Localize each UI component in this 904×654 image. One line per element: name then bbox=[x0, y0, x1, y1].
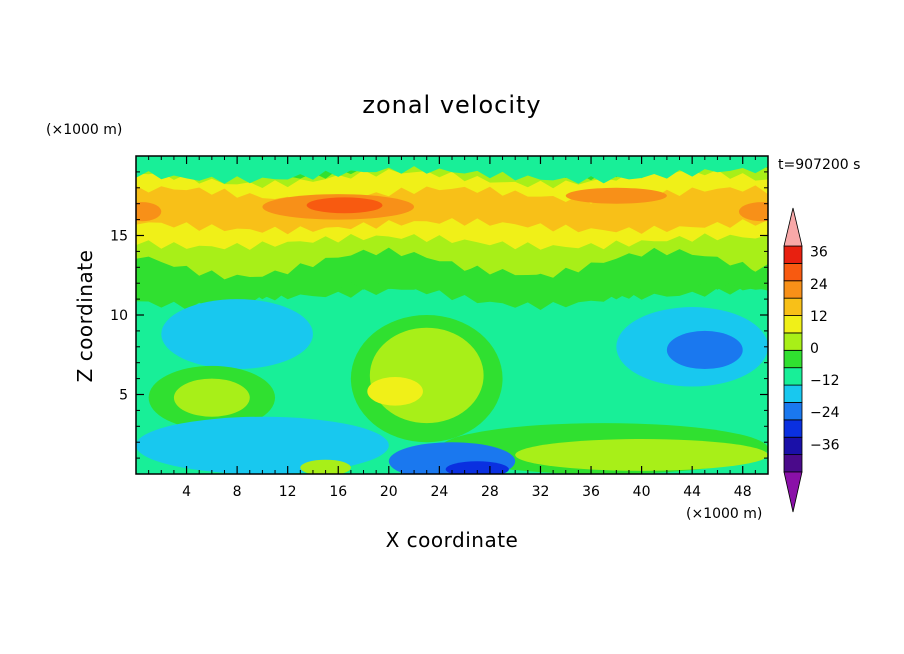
y-tick-label: 5 bbox=[119, 388, 128, 404]
colorbar-label: −24 bbox=[810, 405, 840, 421]
x-unit-label: (×1000 m) bbox=[686, 506, 762, 522]
colorbar-label: 36 bbox=[810, 245, 828, 261]
x-tick-label: 24 bbox=[430, 484, 448, 500]
blob-lime-lower-left bbox=[173, 378, 250, 417]
colorbar-segment bbox=[783, 454, 803, 473]
colorbar: −36 −24 −12 0 12 24 36 bbox=[783, 207, 840, 513]
blob-lime-center bbox=[369, 327, 484, 424]
colorbar-under-arrow bbox=[783, 471, 803, 513]
blob-yellow-center bbox=[367, 377, 423, 406]
contour-field bbox=[136, 156, 768, 474]
colorbar-label: 0 bbox=[810, 341, 819, 357]
y-tick-label: 15 bbox=[110, 229, 128, 245]
time-label: t=907200 s bbox=[778, 157, 860, 173]
colorbar-segment bbox=[783, 262, 803, 282]
y-axis-ticks: 5 10 15 bbox=[110, 171, 768, 459]
x-tick-label: 44 bbox=[683, 484, 701, 500]
colorbar-segment bbox=[783, 384, 803, 403]
y-tick-label: 10 bbox=[110, 308, 128, 324]
blob-cyan-bottom-left bbox=[136, 416, 389, 474]
x-tick-label: 8 bbox=[233, 484, 242, 500]
colorbar-segment bbox=[783, 419, 803, 438]
y-axis-label: Z coordinate bbox=[73, 250, 97, 383]
colorbar-label: −36 bbox=[810, 437, 840, 453]
blob-dorange-right bbox=[565, 187, 667, 204]
colorbar-segment bbox=[783, 349, 803, 369]
blob-blue-right bbox=[666, 330, 743, 370]
x-axis-label: X coordinate bbox=[386, 528, 519, 552]
x-tick-label: 4 bbox=[182, 484, 191, 500]
x-tick-label: 32 bbox=[532, 484, 550, 500]
colorbar-label: −12 bbox=[810, 373, 840, 389]
x-tick-label: 36 bbox=[582, 484, 600, 500]
band-orange-upper bbox=[136, 185, 768, 235]
blob-dorange-edge bbox=[738, 202, 768, 222]
chart-title: zonal velocity bbox=[362, 91, 541, 119]
x-axis-ticks: 4 8 12 16 20 24 28 32 36 40 44 48 bbox=[148, 156, 756, 500]
colorbar-segment bbox=[783, 315, 803, 334]
colorbar-segment bbox=[783, 332, 803, 351]
colorbar-segment bbox=[783, 367, 803, 386]
colorbar-label: 24 bbox=[810, 277, 828, 293]
colorbar-label: 12 bbox=[810, 309, 828, 325]
y-unit-label: (×1000 m) bbox=[46, 122, 122, 138]
blob-cyan-left bbox=[161, 299, 313, 370]
blob-dblue-bottom bbox=[445, 461, 509, 474]
colorbar-segment bbox=[783, 402, 803, 421]
colorbar-segment bbox=[783, 245, 803, 264]
colorbar-segment bbox=[783, 280, 803, 299]
band-green-mid bbox=[136, 247, 768, 310]
band-teal-top bbox=[136, 156, 768, 184]
blob-lime-bottom-right bbox=[515, 439, 768, 471]
x-tick-label: 20 bbox=[380, 484, 398, 500]
colorbar-over-arrow bbox=[783, 207, 803, 247]
blob-red-jet bbox=[306, 197, 383, 214]
x-tick-label: 28 bbox=[481, 484, 499, 500]
colorbar-segment bbox=[783, 436, 803, 456]
x-tick-label: 48 bbox=[734, 484, 752, 500]
blob-dorange-left-edge bbox=[136, 202, 162, 222]
colorbar-segment bbox=[783, 297, 803, 316]
x-tick-label: 12 bbox=[279, 484, 297, 500]
x-tick-label: 16 bbox=[329, 484, 347, 500]
x-tick-label: 40 bbox=[633, 484, 651, 500]
